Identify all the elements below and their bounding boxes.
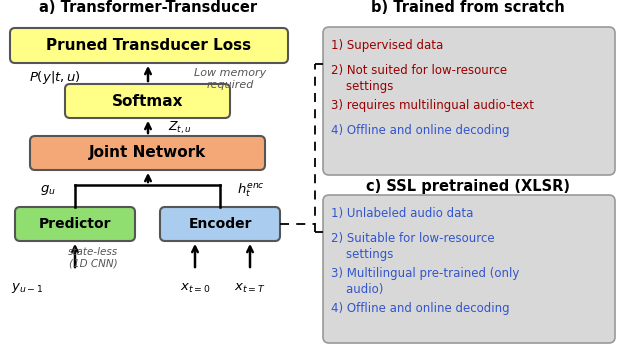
FancyBboxPatch shape <box>15 207 135 241</box>
FancyBboxPatch shape <box>160 207 280 241</box>
FancyBboxPatch shape <box>323 27 615 175</box>
Text: a) Transformer-Transducer: a) Transformer-Transducer <box>39 0 257 16</box>
FancyBboxPatch shape <box>30 136 265 170</box>
Text: Predictor: Predictor <box>39 217 111 231</box>
Text: 3) Multilingual pre-trained (only
    audio): 3) Multilingual pre-trained (only audio) <box>331 267 519 296</box>
Text: 4) Offline and online decoding: 4) Offline and online decoding <box>331 302 509 315</box>
Text: 2) Not suited for low-resource
    settings: 2) Not suited for low-resource settings <box>331 64 507 93</box>
Text: Pruned Transducer Loss: Pruned Transducer Loss <box>47 38 251 53</box>
Text: Joint Network: Joint Network <box>89 145 206 160</box>
Text: $Z_{t,u}$: $Z_{t,u}$ <box>168 120 192 136</box>
Text: $h_t^{enc}$: $h_t^{enc}$ <box>237 181 265 199</box>
Text: 1) Unlabeled audio data: 1) Unlabeled audio data <box>331 207 473 220</box>
Text: Encoder: Encoder <box>188 217 252 231</box>
FancyBboxPatch shape <box>65 84 230 118</box>
Text: $x_{t=0}$: $x_{t=0}$ <box>180 282 210 294</box>
Text: 2) Suitable for low-resource
    settings: 2) Suitable for low-resource settings <box>331 232 494 261</box>
FancyBboxPatch shape <box>10 28 288 63</box>
Text: Softmax: Softmax <box>112 94 183 109</box>
Text: 1) Supervised data: 1) Supervised data <box>331 39 443 52</box>
Text: c) SSL pretrained (XLSR): c) SSL pretrained (XLSR) <box>366 179 570 193</box>
Text: Low memory
required: Low memory required <box>194 68 266 90</box>
Text: $g_u$: $g_u$ <box>40 183 56 197</box>
Text: state-less
(1D CNN): state-less (1D CNN) <box>68 247 118 269</box>
FancyBboxPatch shape <box>323 195 615 343</box>
Text: $P(y|t, u)$: $P(y|t, u)$ <box>29 69 81 86</box>
Text: $x_{t=T}$: $x_{t=T}$ <box>234 282 266 294</box>
Text: 3) requires multilingual audio-text: 3) requires multilingual audio-text <box>331 99 534 112</box>
Text: 4) Offline and online decoding: 4) Offline and online decoding <box>331 124 509 137</box>
Text: $y_{u-1}$: $y_{u-1}$ <box>11 281 43 295</box>
Text: b) Trained from scratch: b) Trained from scratch <box>371 0 565 16</box>
